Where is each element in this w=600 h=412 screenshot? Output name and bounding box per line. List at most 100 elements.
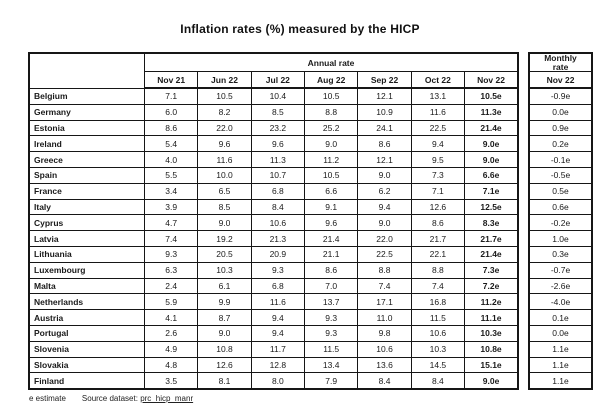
monthly-row: -0.7e (528, 261, 593, 279)
value-cell: 11.2 (304, 151, 359, 168)
value-cell: 25.2 (304, 119, 359, 137)
value-cell: 12.6 (410, 198, 466, 216)
value-cell: 9.9 (197, 293, 252, 311)
country-cell: Estonia (28, 119, 145, 137)
value-cell: 6.1 (197, 277, 252, 295)
source-dataset-link[interactable]: prc_hicp_manr (140, 394, 194, 403)
value-cell: 9.0 (357, 166, 412, 184)
column-header: Nov 22 (464, 71, 519, 89)
column-header: Oct 22 (410, 71, 466, 89)
value-cell: 9.6 (197, 135, 252, 153)
value-cell: 10.5e (464, 87, 519, 105)
monthly-value-cell: -0.2e (528, 214, 593, 232)
value-cell: 9.8 (357, 324, 412, 342)
country-cell: Portugal (28, 324, 145, 342)
value-cell: 10.8 (197, 340, 252, 358)
value-cell: 7.0 (304, 277, 359, 295)
country-cell: Ireland (28, 135, 145, 153)
table-row: Germany 6.0 8.2 8.5 8.8 10.9 11.6 11.3e (28, 103, 519, 121)
table-row: Austria 4.1 8.7 9.4 9.3 11.0 11.5 11.1e (28, 309, 519, 326)
monthly-value-cell: 0.3e (528, 245, 593, 263)
monthly-table-head: Monthly rate Nov 22 (528, 52, 593, 89)
country-cell: Slovenia (28, 340, 145, 358)
value-cell: 7.1 (143, 87, 199, 105)
table-row: Luxembourg 6.3 10.3 9.3 8.6 8.8 8.8 7.3e (28, 261, 519, 279)
column-header: Jul 22 (250, 71, 306, 89)
value-cell: 8.6 (410, 214, 466, 232)
monthly-row: 1.1e (528, 372, 593, 390)
value-cell: 9.4 (357, 198, 412, 216)
value-cell: 11.6 (410, 103, 466, 121)
value-cell: 10.6 (410, 324, 466, 342)
value-cell: 9.0 (304, 135, 359, 153)
monthly-table-body: -0.9e 0.0e 0.9e 0.2e -0.1e -0.5e 0.5e 0.6e -0.2e… (528, 87, 593, 390)
value-cell: 7.2e (464, 277, 519, 295)
value-cell: 22.0 (357, 230, 412, 247)
value-cell: 11.3 (250, 151, 306, 168)
country-cell: Greece (28, 151, 145, 168)
monthly-row: 1.0e (528, 230, 593, 247)
value-cell: 7.9 (304, 372, 359, 390)
monthly-column-header: Nov 22 (528, 71, 593, 89)
value-cell: 9.0e (464, 372, 519, 390)
value-cell: 10.6 (357, 340, 412, 358)
monthly-value-cell: -0.1e (528, 151, 593, 168)
value-cell: 9.3 (304, 309, 359, 326)
country-cell: Italy (28, 198, 145, 216)
value-cell: 6.3 (143, 261, 199, 279)
value-cell: 21.3 (250, 230, 306, 247)
value-cell: 11.5 (304, 340, 359, 358)
table-row: Portugal 2.6 9.0 9.4 9.3 9.8 10.6 10.3e (28, 324, 519, 342)
value-cell: 9.4 (410, 135, 466, 153)
monthly-group-header-row: Monthly rate (528, 52, 593, 72)
country-cell: Belgium (28, 87, 145, 105)
value-cell: 2.4 (143, 277, 199, 295)
monthly-row: 0.1e (528, 309, 593, 326)
table-row: Finland 3.5 8.1 8.0 7.9 8.4 8.4 9.0e (28, 372, 519, 390)
value-cell: 9.3 (304, 324, 359, 342)
monthly-column-header-row: Nov 22 (528, 71, 593, 89)
table-row: Ireland 5.4 9.6 9.6 9.0 8.6 9.4 9.0e (28, 135, 519, 153)
value-cell: 8.3e (464, 214, 519, 232)
value-cell: 10.3 (410, 340, 466, 358)
value-cell: 11.6 (250, 293, 306, 311)
country-cell: Austria (28, 309, 145, 326)
value-cell: 11.1e (464, 309, 519, 326)
value-cell: 17.1 (357, 293, 412, 311)
value-cell: 15.1e (464, 356, 519, 374)
value-cell: 22.0 (197, 119, 252, 137)
value-cell: 20.5 (197, 245, 252, 263)
column-header: Sep 22 (357, 71, 412, 89)
value-cell: 19.2 (197, 230, 252, 247)
country-cell: Malta (28, 277, 145, 295)
value-cell: 8.2 (197, 103, 252, 121)
table-row: Greece 4.0 11.6 11.3 11.2 12.1 9.5 9.0e (28, 151, 519, 168)
annual-table-head: Annual rate Nov 21 Jun 22 Jul 22 Aug 22 Sep … (28, 52, 519, 89)
monthly-value-cell: 1.1e (528, 356, 593, 374)
month-header-row: Nov 21 Jun 22 Jul 22 Aug 22 Sep 22 Oct 22 Nov … (29, 71, 519, 89)
value-cell: 6.8 (250, 182, 306, 200)
value-cell: 4.8 (143, 356, 199, 374)
country-cell: France (28, 182, 145, 200)
monthly-value-cell: 1.0e (528, 230, 593, 247)
value-cell: 9.1 (304, 198, 359, 216)
value-cell: 10.3 (197, 261, 252, 279)
value-cell: 5.5 (143, 166, 199, 184)
value-cell: 20.9 (250, 245, 306, 263)
value-cell: 3.4 (143, 182, 199, 200)
value-cell: 8.6 (143, 119, 199, 137)
value-cell: 11.5 (410, 309, 466, 326)
country-cell: Luxembourg (28, 261, 145, 279)
monthly-value-cell: -0.9e (528, 87, 593, 105)
value-cell: 4.1 (143, 309, 199, 326)
monthly-row: -0.2e (528, 214, 593, 232)
page-title: Inflation rates (%) measured by the HICP (180, 22, 420, 36)
value-cell: 8.4 (357, 372, 412, 390)
value-cell: 6.2 (357, 182, 412, 200)
value-cell: 9.3 (143, 245, 199, 263)
value-cell: 7.4 (357, 277, 412, 295)
monthly-header-line1: Monthly (544, 53, 577, 63)
table-row: Lithuania 9.3 20.5 20.9 21.1 22.5 22.1 21.4e (28, 245, 519, 263)
monthly-row: 1.1e (528, 356, 593, 374)
monthly-row: 0.0e (528, 324, 593, 342)
